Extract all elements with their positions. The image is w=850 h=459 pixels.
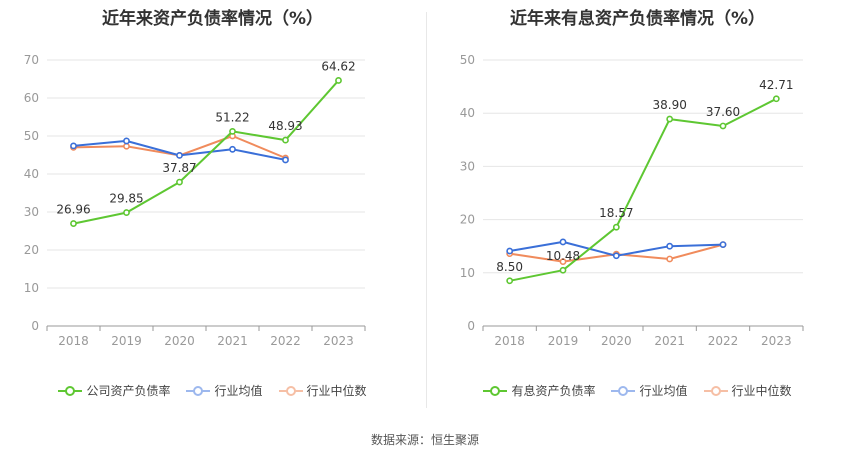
x-tick-label: 2023 [323,334,354,348]
data-point-company [282,136,289,144]
data-point-company [176,178,183,186]
data-point-industry-median [559,258,567,266]
data-point-industry-avg [229,145,236,153]
line-chart-interest-debt-ratio: 0 10 20 30 40 50 2018 2019 2020 2021 2022 2023 8.50 1… [460,53,804,348]
legend-label: 有息资产负债率 [511,384,596,398]
legend-marker-industry-median [703,385,728,397]
legend-label: 行业均值 [214,384,263,398]
data-label: 51.22 [215,110,249,124]
data-label: 37.60 [706,105,740,119]
data-point-industry-avg [123,137,130,145]
series-line-company [509,97,777,282]
data-point-company [772,95,780,103]
data-point-company [335,77,342,84]
y-tick-label: 40 [460,106,475,120]
y-tick-label: 70 [24,53,39,67]
y-tick-label: 20 [24,243,39,257]
legend-label: 公司资产负债率 [86,384,171,398]
data-label: 26.96 [56,203,90,217]
legend-item-industry-median[interactable]: 行业中位数 [278,382,367,399]
x-tick-label: 2021 [217,334,248,348]
x-tick-label: 2019 [548,334,579,348]
data-label: 18.57 [599,206,633,220]
y-tick-label: 0 [467,319,475,333]
line-chart-debt-ratio: 0 10 20 30 40 50 60 70 2018 2019 2020 2021 2022 2023 2… [24,53,366,348]
x-tick-label: 2021 [654,334,685,348]
x-tick-label: 2022 [270,334,301,348]
legend-marker-industry-avg [186,385,211,397]
data-label: 48.93 [268,119,302,133]
series-line-company [73,79,340,225]
data-point-company [666,115,674,123]
data-point-company [229,127,236,135]
x-tick-label: 2018 [58,334,89,348]
data-point-company [559,266,567,274]
legend-marker-industry-median [278,385,303,397]
legend-item-company[interactable]: 公司资产负债率 [58,382,170,399]
chart-legend: 公司资产负债率 行业均值 行业中位数 [0,382,425,399]
y-tick-label: 10 [460,266,475,280]
y-tick-label: 30 [24,205,39,219]
data-point-industry-avg [506,247,514,255]
data-point-company [612,223,620,231]
data-point-company [70,220,77,227]
data-point-industry-avg [70,142,77,150]
legend-marker-company [483,385,508,397]
data-point-industry-avg [666,242,674,250]
chart-title: 近年来资产负债率情况（%） [101,9,324,29]
x-tick-label: 2023 [761,334,792,348]
data-point-industry-median [666,255,674,263]
chart-panel-interest-debt-ratio: 近年来有息资产负债率情况（%） 0 10 20 30 40 50 2018 2019 2020 2… [425,0,850,420]
y-tick-label: 30 [460,159,475,173]
x-tick-label: 2022 [708,334,739,348]
legend-label: 行业均值 [639,384,688,398]
legend-item-industry-avg[interactable]: 行业均值 [186,382,263,399]
legend-item-industry-avg[interactable]: 行业均值 [611,382,688,399]
data-label: 37.87 [162,161,196,175]
legend-marker-company [58,385,83,397]
data-point-company [506,277,514,285]
data-label: 38.90 [652,98,686,112]
data-label: 29.85 [109,192,143,206]
x-tick-label: 2019 [111,334,142,348]
data-point-industry-avg [176,151,183,159]
data-point-industry-median [123,142,130,150]
legend-item-industry-median[interactable]: 行业中位数 [703,382,792,399]
legend-item-company[interactable]: 有息资产负债率 [483,382,595,399]
y-tick-label: 60 [24,91,39,105]
y-tick-label: 40 [24,167,39,181]
x-tick-label: 2020 [601,334,632,348]
data-point-industry-avg [559,238,567,246]
y-tick-label: 0 [31,319,39,333]
legend-label: 行业中位数 [731,384,792,398]
chart-panel-debt-ratio: 近年来资产负债率情况（%） 0 10 20 30 40 50 60 70 2018 2019 202… [0,0,425,420]
y-tick-label: 20 [460,213,475,227]
data-label: 64.62 [321,59,355,73]
data-point-industry-avg [282,156,289,164]
y-tick-label: 10 [24,281,39,295]
chart-title: 近年来有息资产负债率情况（%） [509,9,766,29]
x-tick-label: 2018 [494,334,525,348]
legend-marker-industry-avg [611,385,636,397]
data-point-industry-avg [719,241,727,249]
y-tick-label: 50 [460,53,475,67]
y-tick-label: 50 [24,129,39,143]
legend-label: 行业中位数 [306,384,367,398]
chart-legend: 有息资产负债率 行业均值 行业中位数 [425,382,850,399]
data-label: 10.48 [546,249,580,263]
data-source-note: 数据来源：恒生聚源 [370,433,479,447]
data-label: 42.71 [759,78,793,92]
x-tick-label: 2020 [164,334,195,348]
data-point-company [123,209,130,216]
data-label: 8.50 [496,260,523,274]
panel-divider [426,12,427,408]
data-point-industry-avg [612,252,620,260]
data-point-company [719,122,727,130]
